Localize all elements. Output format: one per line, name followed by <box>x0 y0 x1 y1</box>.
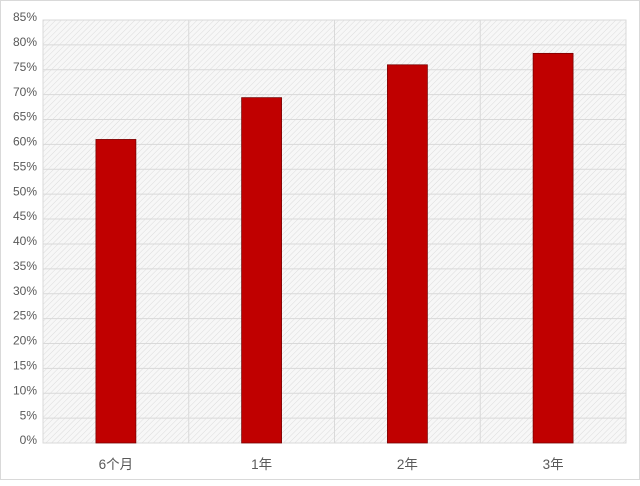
svg-text:15%: 15% <box>13 359 37 373</box>
svg-text:30%: 30% <box>13 284 37 298</box>
svg-text:70%: 70% <box>13 85 37 99</box>
svg-text:3年: 3年 <box>543 457 564 472</box>
svg-text:0%: 0% <box>20 433 38 447</box>
svg-text:80%: 80% <box>13 35 37 49</box>
svg-text:85%: 85% <box>13 10 37 24</box>
svg-text:50%: 50% <box>13 184 37 198</box>
svg-text:60%: 60% <box>13 135 37 149</box>
svg-text:40%: 40% <box>13 234 37 248</box>
svg-text:45%: 45% <box>13 209 37 223</box>
svg-text:35%: 35% <box>13 259 37 273</box>
svg-text:10%: 10% <box>13 383 37 397</box>
svg-text:5%: 5% <box>20 408 38 422</box>
svg-text:65%: 65% <box>13 110 37 124</box>
svg-text:20%: 20% <box>13 334 37 348</box>
svg-text:2年: 2年 <box>397 457 418 472</box>
svg-text:1年: 1年 <box>251 457 272 472</box>
svg-text:55%: 55% <box>13 160 37 174</box>
svg-text:25%: 25% <box>13 309 37 323</box>
svg-text:6个月: 6个月 <box>99 457 134 472</box>
svg-text:75%: 75% <box>13 60 37 74</box>
